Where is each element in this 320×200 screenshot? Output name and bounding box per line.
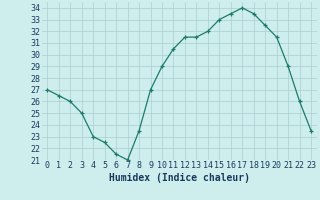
X-axis label: Humidex (Indice chaleur): Humidex (Indice chaleur): [109, 173, 250, 183]
